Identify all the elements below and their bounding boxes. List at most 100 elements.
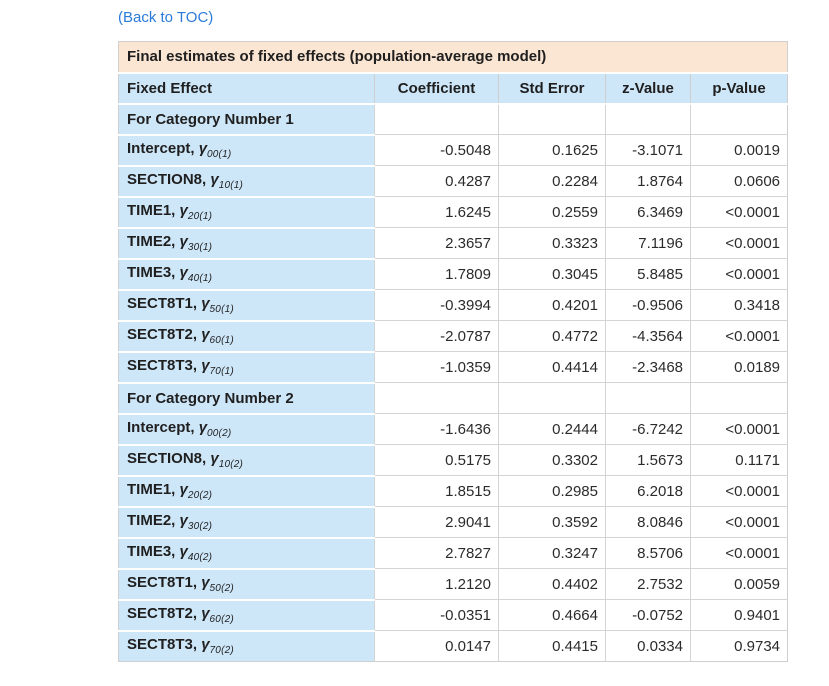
p-value-cell: 0.0606 — [689, 165, 788, 197]
z-value-cell: 0.0334 — [605, 630, 691, 662]
z-value-cell: -2.3468 — [605, 351, 691, 383]
std-error-cell: 0.4402 — [498, 568, 606, 600]
p-value-cell: 0.0019 — [689, 134, 788, 166]
table-row: SECT8T3, γ70(2) 0.0147 0.4415 0.0334 0.9734 — [118, 630, 788, 662]
p-value-cell: <0.0001 — [689, 475, 788, 507]
coefficient-cell: 0.4287 — [374, 165, 499, 197]
fixed-effect-label: SECTION8, γ10(1) — [118, 165, 375, 198]
std-error-cell: 0.3323 — [498, 227, 606, 259]
gamma-subscript: 50(1) — [209, 304, 234, 315]
z-value-cell: 6.2018 — [605, 475, 691, 507]
std-error-cell: 0.3302 — [498, 444, 606, 476]
effect-name: SECT8T2, — [127, 326, 198, 343]
gamma-symbol: γ — [201, 605, 210, 622]
gamma-subscript: 40(1) — [187, 273, 213, 284]
std-error-cell: 0.4664 — [498, 599, 606, 631]
std-error-cell: 0.2559 — [498, 196, 606, 228]
gamma-symbol: γ — [198, 140, 208, 157]
empty-cell — [689, 382, 788, 414]
report-page: (Back to TOC) Final estimates of fixed e… — [118, 9, 789, 662]
gamma-subscript: 30(2) — [187, 521, 213, 532]
coefficient-cell: 2.3657 — [374, 227, 499, 259]
z-value-cell: -4.3564 — [605, 320, 691, 352]
std-error-cell: 0.2444 — [498, 413, 606, 445]
effect-name: SECT8T3, — [127, 636, 198, 654]
column-header-fixed-effect: Fixed Effect — [118, 72, 375, 105]
effect-name: Intercept, — [127, 140, 195, 157]
category-header-label: For Category Number 1 — [118, 103, 375, 136]
coefficient-cell: -0.5048 — [374, 134, 499, 166]
p-value-cell: <0.0001 — [689, 413, 788, 445]
empty-cell — [374, 382, 499, 414]
table-row: Intercept, γ00(2) -1.6436 0.2444 -6.7242 <0.… — [118, 413, 788, 446]
z-value-cell: 8.0846 — [605, 506, 691, 538]
effect-name: SECT8T2, — [127, 605, 198, 622]
z-value-cell: -0.9506 — [605, 289, 691, 321]
table-body: For Category Number 1 Intercept, γ00(1) -0… — [118, 103, 788, 662]
gamma-subscript: 00(1) — [207, 149, 232, 160]
gamma-symbol: γ — [201, 636, 210, 654]
gamma-symbol: γ — [201, 357, 210, 374]
effect-name: TIME3, — [127, 264, 176, 281]
table-row: SECT8T1, γ50(2) 1.2120 0.4402 2.7532 0.0059 — [118, 568, 788, 601]
z-value-cell: 2.7532 — [605, 568, 691, 600]
fixed-effect-label: SECTION8, γ10(2) — [118, 444, 375, 477]
gamma-subscript: 20(1) — [187, 211, 213, 222]
gamma-subscript: 60(2) — [209, 614, 234, 625]
p-value-cell: <0.0001 — [689, 258, 788, 290]
p-value-cell: <0.0001 — [689, 320, 788, 352]
fixed-effect-label: SECT8T2, γ60(1) — [118, 320, 375, 353]
z-value-cell: 6.3469 — [605, 196, 691, 228]
empty-cell — [605, 382, 691, 414]
coefficient-cell: 2.9041 — [374, 506, 499, 538]
column-header-std-error: Std Error — [498, 72, 606, 105]
table-row: SECT8T1, γ50(1) -0.3994 0.4201 -0.9506 0.341… — [118, 289, 788, 322]
gamma-symbol: γ — [179, 481, 188, 498]
coefficient-cell: 1.2120 — [374, 568, 499, 600]
coefficient-cell: 1.6245 — [374, 196, 499, 228]
z-value-cell: -3.1071 — [605, 134, 691, 166]
gamma-subscript: 40(2) — [187, 552, 213, 563]
fixed-effect-label: Intercept, γ00(1) — [118, 134, 375, 167]
std-error-cell: 0.2284 — [498, 165, 606, 197]
fixed-effect-label: TIME2, γ30(2) — [118, 506, 375, 539]
gamma-subscript: 00(2) — [207, 428, 232, 439]
p-value-cell: <0.0001 — [689, 196, 788, 228]
table-row: TIME2, γ30(1) 2.3657 0.3323 7.1196 <0.0001 — [118, 227, 788, 260]
gamma-subscript: 20(2) — [187, 490, 213, 501]
gamma-symbol: γ — [210, 171, 219, 188]
table-title-row: Final estimates of fixed effects (popula… — [118, 41, 788, 74]
fixed-effect-label: SECT8T3, γ70(1) — [118, 351, 375, 384]
std-error-cell: 0.3592 — [498, 506, 606, 538]
std-error-cell: 0.2985 — [498, 475, 606, 507]
gamma-symbol: γ — [179, 512, 188, 529]
effect-name: SECTION8, — [127, 450, 207, 467]
fixed-effects-table: Final estimates of fixed effects (popula… — [118, 41, 789, 662]
std-error-cell: 0.4415 — [498, 630, 606, 662]
effect-name: TIME3, — [127, 543, 176, 560]
p-value-cell: <0.0001 — [689, 227, 788, 259]
coefficient-cell: 1.7809 — [374, 258, 499, 290]
coefficient-cell: 0.0147 — [374, 630, 499, 662]
std-error-cell: 0.4201 — [498, 289, 606, 321]
empty-cell — [498, 103, 606, 135]
fixed-effect-label: TIME3, γ40(2) — [118, 537, 375, 570]
back-to-toc-link[interactable]: (Back to TOC) — [118, 9, 214, 26]
table-row: TIME3, γ40(2) 2.7827 0.3247 8.5706 <0.0001 — [118, 537, 788, 570]
effect-name: SECTION8, — [127, 171, 207, 188]
z-value-cell: 8.5706 — [605, 537, 691, 569]
gamma-subscript: 50(2) — [209, 583, 234, 594]
gamma-symbol: γ — [179, 264, 188, 281]
column-header-z-value: z-Value — [605, 72, 691, 105]
coefficient-cell: 0.5175 — [374, 444, 499, 476]
coefficient-cell: -2.0787 — [374, 320, 499, 352]
table-row: TIME1, γ20(2) 1.8515 0.2985 6.2018 <0.0001 — [118, 475, 788, 508]
coefficient-cell: -1.6436 — [374, 413, 499, 445]
gamma-subscript: 10(2) — [218, 459, 244, 470]
fixed-effect-label: Intercept, γ00(2) — [118, 413, 375, 446]
gamma-subscript: 70(2) — [209, 645, 234, 657]
fixed-effect-label: TIME3, γ40(1) — [118, 258, 375, 291]
category-header-row: For Category Number 1 — [118, 103, 788, 136]
p-value-cell: 0.0059 — [689, 568, 788, 600]
effect-name: SECT8T1, — [127, 574, 198, 591]
